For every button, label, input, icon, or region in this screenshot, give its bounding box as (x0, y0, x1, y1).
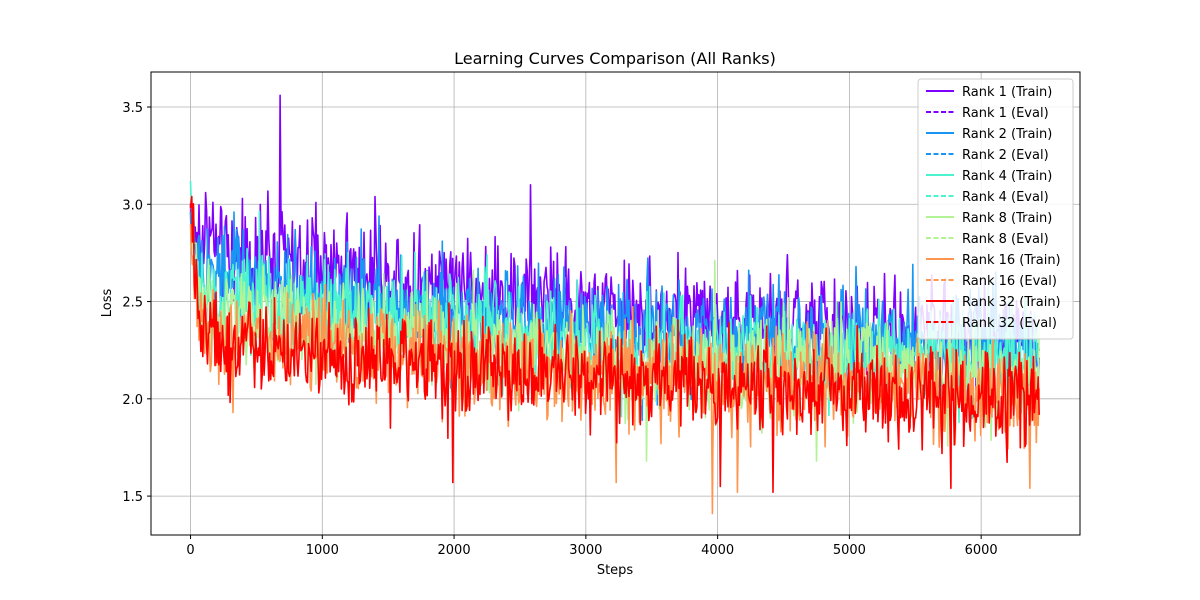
series-line-rank-32-train (189, 195, 1040, 493)
x-tick-label: 6000 (965, 543, 998, 558)
y-axis-ticks: 1.5 2.0 2.5 3.0 3.5 (122, 101, 151, 505)
legend-box (917, 78, 1074, 340)
legend-label: Rank 1 (Train) (962, 85, 1052, 100)
x-tick-label: 2000 (438, 543, 471, 558)
y-tick-label: 3.5 (122, 101, 143, 116)
x-tick-label: 3000 (569, 543, 602, 558)
y-axis-label: Loss (100, 289, 115, 318)
y-tick-label: 3.0 (122, 198, 143, 213)
legend-label: Rank 32 (Train) (962, 295, 1061, 310)
x-tick-label: 0 (186, 543, 194, 558)
y-tick-label: 1.5 (122, 490, 143, 505)
legend: Rank 1 (Train) Rank 1 (Eval) Rank 2 (Train… (917, 78, 1074, 340)
legend-label: Rank 4 (Eval) (962, 190, 1049, 205)
y-tick-label: 2.5 (122, 296, 143, 311)
legend-label: Rank 16 (Train) (962, 253, 1061, 268)
legend-label: Rank 16 (Eval) (962, 274, 1057, 289)
x-tick-label: 1000 (306, 543, 339, 558)
legend-label: Rank 2 (Train) (962, 127, 1052, 142)
x-axis-label: Steps (597, 563, 634, 578)
legend-label: Rank 8 (Train) (962, 211, 1052, 226)
legend-label: Rank 2 (Eval) (962, 148, 1049, 163)
legend-label: Rank 4 (Train) (962, 169, 1052, 184)
plot-frame (150, 71, 1081, 536)
series-layer (189, 94, 1040, 515)
legend-label: Rank 32 (Eval) (962, 316, 1057, 331)
y-tick-label: 2.0 (122, 393, 143, 408)
x-tick-label: 4000 (701, 543, 734, 558)
legend-label: Rank 8 (Eval) (962, 232, 1049, 247)
x-axis-ticks: 0 1000 2000 3000 4000 5000 6000 (186, 535, 998, 558)
chart-title: Learning Curves Comparison (All Ranks) (454, 49, 776, 68)
x-tick-label: 5000 (833, 543, 866, 558)
legend-label: Rank 1 (Eval) (962, 106, 1049, 121)
